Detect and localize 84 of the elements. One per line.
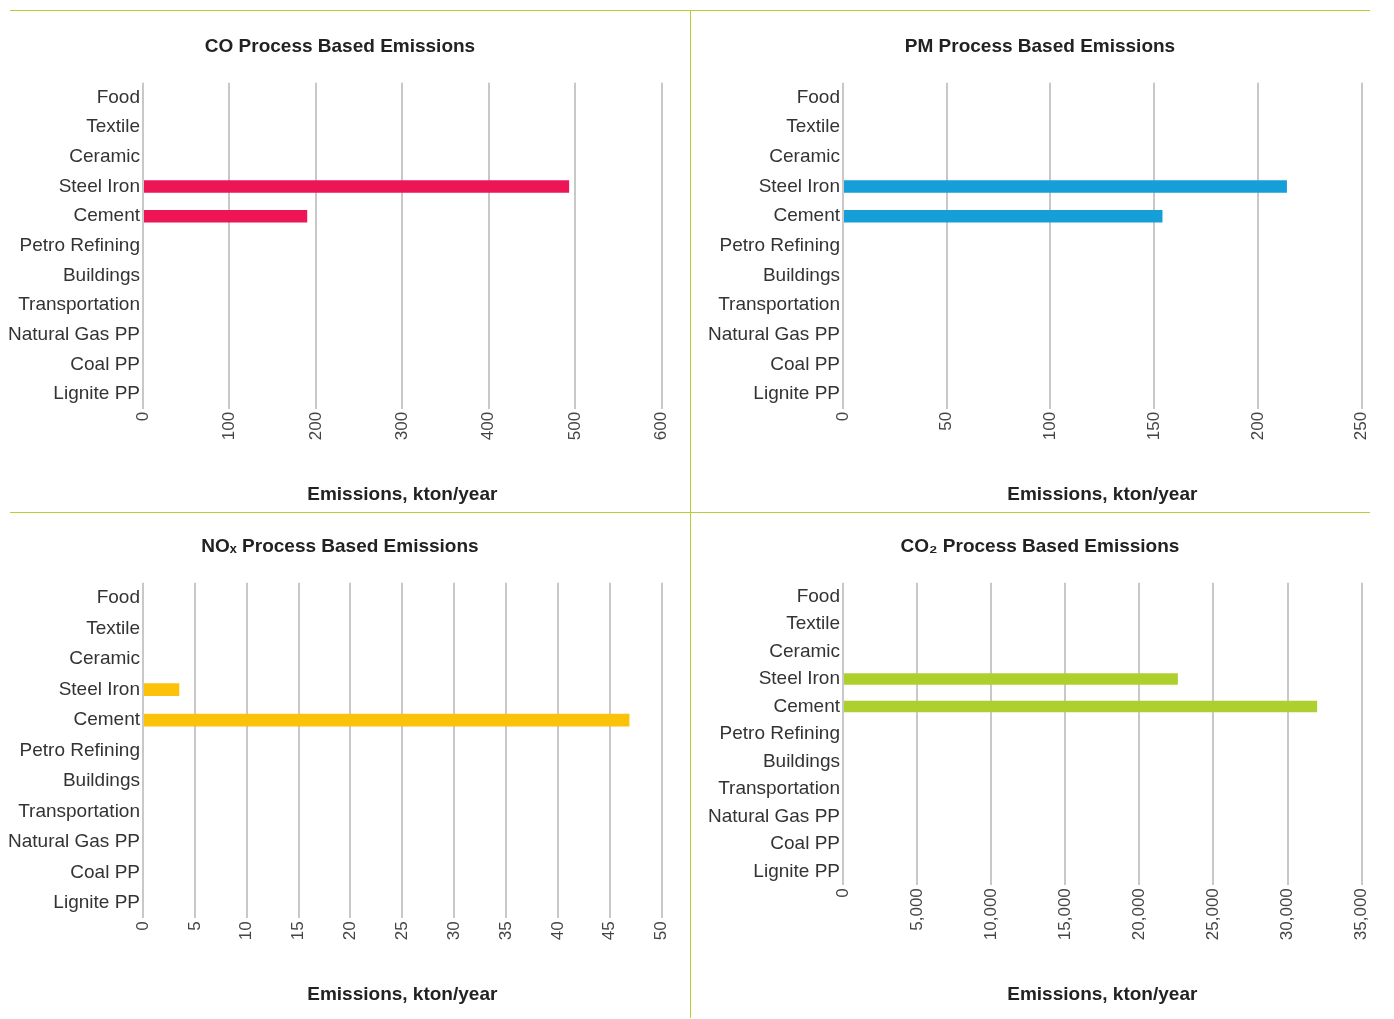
x-tick-label: 300	[391, 411, 411, 441]
y-tick-label: Ceramic	[69, 145, 140, 167]
y-tick-label: Steel Iron	[58, 174, 140, 196]
x-tick-label: 10	[236, 921, 256, 941]
y-tick-label: Ceramic	[69, 647, 140, 669]
y-tick-label: Coal PP	[770, 352, 840, 374]
x-tick-label: 40	[547, 921, 567, 941]
y-tick-label: Transportation	[718, 777, 840, 799]
x-tick-label: 30,000	[1277, 888, 1297, 941]
y-tick-label: Cement	[773, 694, 841, 716]
y-tick-label: Textile	[786, 612, 840, 634]
x-tick-label: 15	[288, 921, 308, 941]
y-tick-label: Steel Iron	[58, 677, 140, 699]
y-tick-label: Textile	[86, 115, 140, 137]
x-tick-label: 25	[391, 921, 411, 941]
x-tick-label: 0	[132, 921, 152, 931]
x-tick-label: 0	[832, 888, 852, 898]
x-tick-label: 50	[651, 921, 671, 941]
y-tick-label: Coal PP	[70, 352, 140, 374]
y-tick-label: Petro Refining	[719, 234, 840, 256]
y-tick-label: Textile	[786, 115, 840, 137]
y-tick-label: Transportation	[718, 293, 840, 315]
y-tick-label: Petro Refining	[19, 234, 140, 256]
y-tick-label: Cement	[773, 204, 841, 226]
x-tick-label: 30	[443, 921, 463, 941]
y-tick-label: Petro Refining	[719, 722, 840, 744]
x-tick-label: 5	[184, 921, 204, 931]
y-tick-label: Ceramic	[769, 145, 840, 167]
y-tick-label: Ceramic	[769, 639, 840, 661]
chart-title: CO Process Based Emissions	[204, 34, 476, 56]
x-tick-label: 50	[936, 411, 956, 431]
y-tick-label: Natural Gas PP	[8, 830, 140, 852]
y-tick-label: Buildings	[762, 263, 840, 285]
chart-title: CO₂ Process Based Emissions	[900, 534, 1180, 556]
y-tick-label: Food	[96, 586, 140, 608]
y-tick-label: Transportation	[18, 293, 140, 315]
x-tick-label: 20	[340, 921, 360, 941]
y-tick-label: Coal PP	[70, 860, 140, 882]
x-tick-label: 35	[495, 921, 515, 941]
chart-title: NOₓ Process Based Emissions	[201, 534, 479, 556]
chart-title: PM Process Based Emissions	[904, 34, 1176, 56]
x-tick-label: 100	[219, 411, 239, 441]
y-tick-label: Buildings	[762, 749, 840, 771]
y-tick-label: Natural Gas PP	[8, 322, 140, 344]
x-tick-label: 100	[1040, 411, 1060, 441]
x-tick-label: 200	[1247, 411, 1267, 441]
x-axis-title: Emissions, kton/year	[1007, 982, 1198, 1004]
y-tick-label: Food	[796, 85, 840, 107]
x-tick-label: 200	[305, 411, 325, 441]
y-tick-label: Cement	[73, 708, 141, 730]
y-tick-label: Lignite PP	[753, 859, 840, 881]
y-tick-label: Lignite PP	[53, 891, 140, 913]
x-tick-label: 150	[1143, 411, 1163, 441]
x-tick-label: 250	[1351, 411, 1371, 441]
y-tick-label: Buildings	[62, 263, 140, 285]
x-tick-label: 35,000	[1351, 888, 1371, 941]
y-tick-label: Steel Iron	[758, 174, 840, 196]
y-tick-label: Textile	[86, 616, 140, 638]
y-tick-label: Buildings	[62, 769, 140, 791]
x-tick-label: 10,000	[980, 888, 1000, 941]
x-tick-label: 45	[599, 921, 619, 941]
y-tick-label: Lignite PP	[53, 382, 140, 404]
y-tick-label: Natural Gas PP	[708, 322, 840, 344]
x-tick-label: 5,000	[906, 888, 926, 931]
x-tick-label: 400	[478, 411, 498, 441]
x-tick-label: 15,000	[1054, 888, 1074, 941]
y-tick-label: Lignite PP	[753, 382, 840, 404]
x-tick-label: 25,000	[1203, 888, 1223, 941]
x-tick-label: 20,000	[1129, 888, 1149, 941]
x-axis-title: Emissions, kton/year	[1007, 482, 1198, 504]
y-tick-label: Steel Iron	[758, 667, 840, 689]
x-tick-label: 600	[651, 411, 671, 441]
y-tick-label: Cement	[73, 204, 141, 226]
y-tick-label: Food	[96, 85, 140, 107]
x-tick-label: 0	[832, 411, 852, 422]
y-tick-label: Food	[796, 584, 840, 606]
x-tick-label: 500	[564, 411, 584, 441]
y-tick-label: Coal PP	[770, 832, 840, 854]
y-tick-label: Transportation	[18, 799, 140, 821]
x-axis-title: Emissions, kton/year	[307, 482, 498, 504]
y-tick-label: Petro Refining	[19, 738, 140, 760]
x-tick-label: 0	[132, 411, 152, 422]
y-tick-label: Natural Gas PP	[708, 804, 840, 826]
x-axis-title: Emissions, kton/year	[307, 982, 498, 1004]
